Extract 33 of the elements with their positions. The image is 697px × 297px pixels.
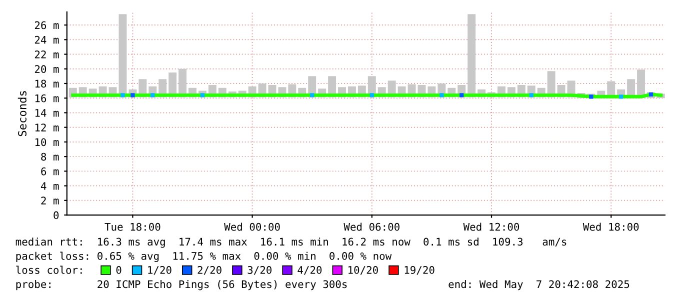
- y-tick-label: 20 m: [34, 65, 59, 74]
- legend-label: 0: [116, 266, 122, 274]
- legend-label: 4/20: [298, 266, 322, 275]
- y-tick-label: 12 m: [35, 124, 59, 132]
- y-tick-label: 22 m: [34, 50, 59, 58]
- legend-label: 19/20: [404, 266, 434, 275]
- y-tick-label: 6 m: [41, 167, 59, 176]
- x-tick-label: Wed 06:00: [344, 222, 400, 231]
- x-tick-label: Wed 18:00: [582, 222, 639, 231]
- text: probe: 20 ICMP Echo Pings (56 Bytes) every 300s end: Wed May 7 20:42:08 2025: [16, 280, 630, 290]
- y-axis-title: Seconds: [18, 91, 26, 136]
- y-tick-label: 4 m: [40, 182, 59, 190]
- x-tick-label: Tue 18:00: [104, 222, 160, 231]
- text: median rtt: 16.3 ms avg 17.4 ms max 16.1 ms min 16.2 ms now 0.1 ms sd 109.3 am/s: [16, 238, 566, 248]
- y-tick-label: 24 m: [34, 36, 59, 44]
- y-tick-label: 26 m: [34, 21, 59, 30]
- y-tick-label: 10 m: [35, 138, 59, 146]
- y-tick-label: 16 m: [35, 94, 59, 102]
- legend-label: 10/20: [348, 266, 378, 275]
- y-tick-label: 0: [54, 211, 59, 220]
- y-tick-label: 18 m: [35, 80, 59, 88]
- legend-label: 3/20: [248, 266, 272, 275]
- bar: [468, 14, 476, 98]
- x-tick-label: Wed 00:00: [224, 222, 280, 231]
- legend-title: loss color:: [16, 266, 82, 274]
- legend-label: 2/20: [198, 266, 222, 275]
- x-tick-label: Wed 12:00: [463, 222, 520, 231]
- y-tick-label: 14 m: [35, 109, 59, 117]
- bar: [118, 14, 127, 98]
- y-tick-label: 8 m: [41, 152, 59, 161]
- legend-label: 1/20: [148, 266, 172, 275]
- y-tick-label: 2 m: [41, 196, 59, 204]
- text: packet loss: 0.65 % avg 11.75 % max 0.00 % min 0.00 % now: [16, 252, 392, 262]
